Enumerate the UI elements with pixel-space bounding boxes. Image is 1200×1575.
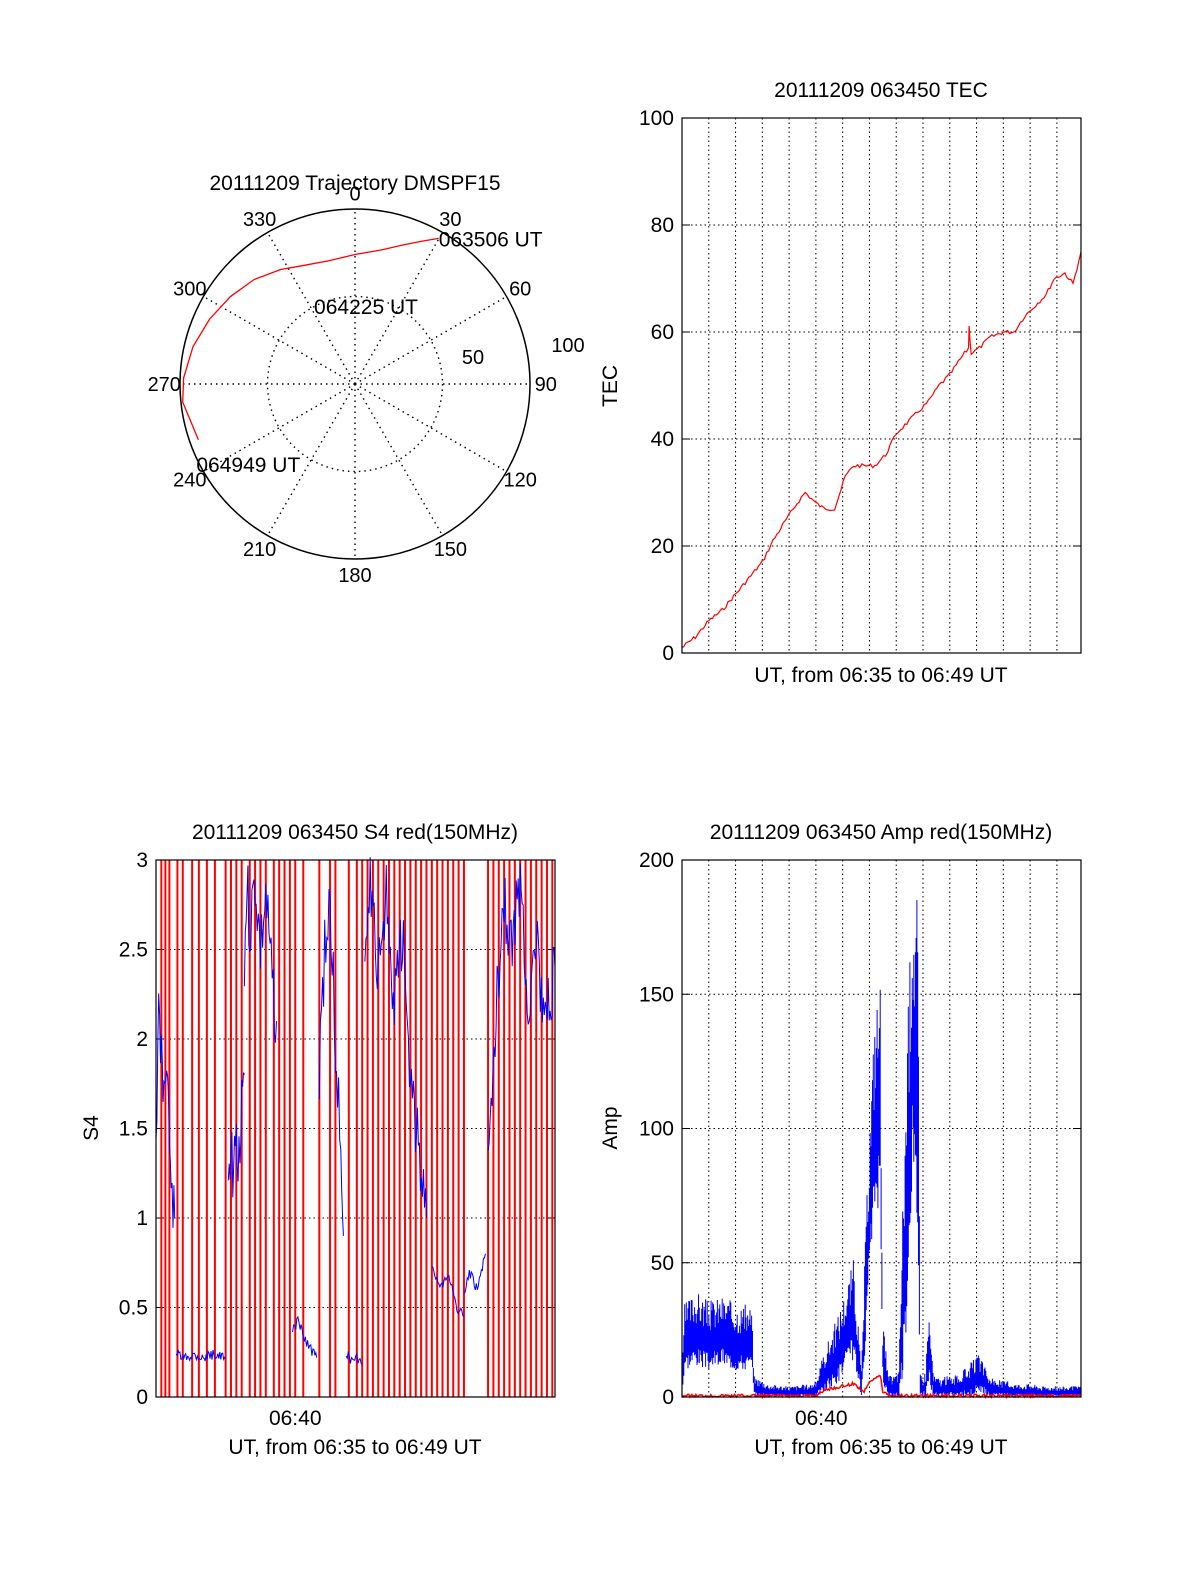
s4-blue-segment (487, 863, 556, 1151)
tec-title: 20111209 063450 TEC (774, 79, 988, 102)
polar-radius-label: 50 (462, 347, 484, 369)
polar-angle-label: 120 (504, 469, 537, 491)
polar-spoke (354, 383, 507, 473)
plot-frame (681, 117, 1082, 654)
s4-plot: 20111209 063450 S4 red(150MHz) UT, from … (80, 821, 556, 1459)
polar-ring (266, 295, 444, 473)
y-tick-label: 60 (651, 321, 674, 344)
s4-blue-segment (227, 1072, 245, 1198)
tec-xlabel: UT, from 06:35 to 06:49 UT (754, 664, 1007, 687)
trajectory-time-label: 063506 UT (439, 228, 543, 251)
amp-red-series (681, 1374, 1082, 1400)
polar-angle-label: 60 (509, 279, 531, 301)
amp-title: 20111209 063450 Amp red(150MHz) (710, 821, 1052, 844)
y-tick-label: 2 (136, 1028, 148, 1051)
trajectory-path (182, 237, 439, 441)
polar-angle-label: 210 (243, 539, 276, 561)
y-tick-label: 100 (639, 107, 674, 130)
y-tick-label: 0 (136, 1386, 148, 1409)
polar-title: 20111209 Trajectory DMSPF15 (209, 172, 500, 195)
s4-title: 20111209 063450 S4 red(150MHz) (192, 821, 518, 844)
y-tick-label: 200 (639, 849, 674, 872)
polar-radius-label: 100 (551, 335, 584, 357)
amp-ylabel: Amp (599, 1106, 622, 1149)
s4-blue-segment (463, 1253, 486, 1294)
y-tick-label: 50 (651, 1252, 674, 1275)
polar-angle-label: 30 (439, 209, 461, 231)
y-tick-label: 3 (136, 849, 148, 872)
y-tick-label: 0 (662, 642, 674, 665)
y-tick-label: 40 (651, 428, 674, 451)
polar-angle-label: 180 (338, 565, 371, 587)
s4-xlabel: UT, from 06:35 to 06:49 UT (228, 1436, 481, 1459)
s4-blue-segment (345, 1351, 363, 1366)
y-tick-label: 1.5 (119, 1118, 148, 1141)
s4-blue-segment (243, 865, 277, 1043)
polar-angle-label: 150 (434, 539, 467, 561)
polar-spoke (354, 383, 444, 536)
polar-angle-label: 270 (148, 374, 181, 396)
trajectory-polar-plot: 20111209 Trajectory DMSPF15 0 30 60 90 120 15… (148, 172, 585, 587)
polar-outer-circle (179, 208, 531, 560)
polar-angle-label: 330 (243, 209, 276, 231)
tec-series-line (681, 251, 1082, 649)
s4-blue-segment (175, 1349, 226, 1362)
y-tick-label: 0.5 (119, 1297, 148, 1320)
s4-blue-segment (318, 888, 344, 1236)
y-tick-label: 1 (136, 1207, 148, 1230)
y-tick-label: 150 (639, 983, 674, 1006)
s4-blue-segment (292, 1315, 318, 1358)
plot-frame (155, 859, 556, 1398)
polar-angle-label: 240 (173, 469, 206, 491)
tec-ylabel: TEC (599, 365, 622, 407)
s4-blue-segment (364, 857, 427, 1219)
s4-blue-segment (155, 993, 176, 1228)
tec-plot: 20111209 063450 TEC UT, from 06:35 to 06… (599, 79, 1082, 687)
plot-frame (681, 859, 1082, 1398)
y-tick-label: 2.5 (119, 939, 148, 962)
y-tick-label: 80 (651, 214, 674, 237)
x-tick-label: 06:40 (269, 1407, 322, 1430)
s4-ylabel: S4 (80, 1115, 103, 1141)
trajectory-time-label: 064225 UT (314, 296, 418, 319)
polar-angle-label: 0 (349, 183, 360, 205)
y-tick-label: 100 (639, 1118, 674, 1141)
x-tick-label: 06:40 (795, 1407, 848, 1430)
amp-plot: 20111209 063450 Amp red(150MHz) UT, from… (599, 821, 1082, 1459)
y-tick-label: 0 (662, 1386, 674, 1409)
y-tick-label: 20 (651, 535, 674, 558)
polar-angle-label: 90 (535, 374, 557, 396)
amp-blue-series (681, 900, 1081, 1397)
s4-blue-segment (431, 1266, 465, 1317)
trajectory-time-label: 064949 UT (196, 454, 300, 477)
polar-angle-label: 300 (173, 279, 206, 301)
amp-xlabel: UT, from 06:35 to 06:49 UT (754, 1436, 1007, 1459)
